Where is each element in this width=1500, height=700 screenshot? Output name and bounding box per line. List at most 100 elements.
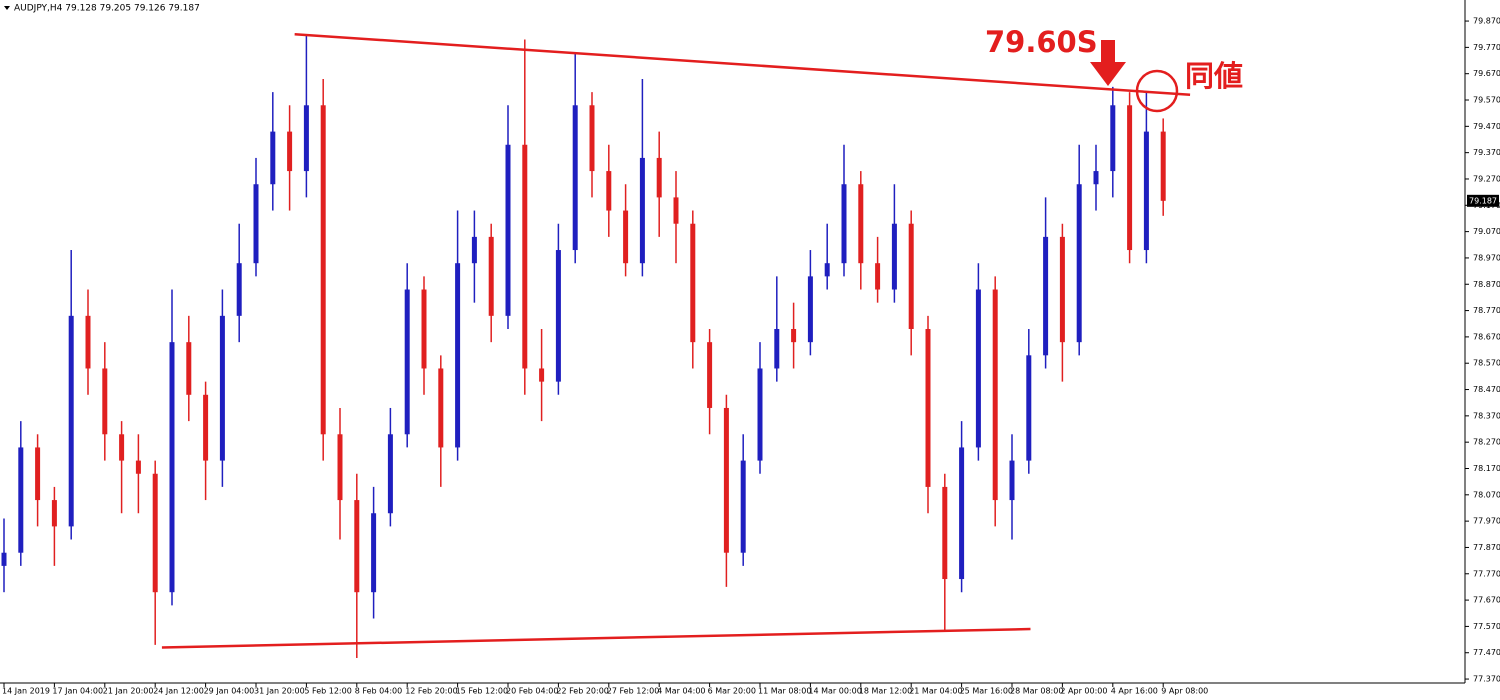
candle-body	[186, 342, 192, 395]
candle-body	[152, 473, 158, 593]
y-tick-label: 77.470	[1473, 648, 1500, 657]
x-tick-label: 9 Apr 08:00	[1161, 687, 1208, 696]
annotation-text: 79.60S	[985, 25, 1098, 59]
candle-body	[539, 368, 545, 382]
candle-body	[1093, 171, 1099, 185]
candle-body	[639, 157, 645, 264]
x-tick-label: 24 Jan 12:00	[153, 687, 204, 696]
x-tick-label: 14 Mar 00:00	[808, 687, 861, 696]
y-tick-label: 78.470	[1473, 385, 1500, 394]
candle-body	[471, 236, 477, 264]
x-tick-label: 4 Mar 04:00	[657, 687, 705, 696]
y-tick-label: 78.270	[1473, 438, 1500, 447]
x-tick-label: 5 Feb 12:00	[304, 687, 351, 696]
y-tick-label: 79.070	[1473, 227, 1500, 236]
candle-body	[18, 447, 24, 553]
y-tick-label: 79.270	[1473, 174, 1500, 183]
candle-body	[774, 328, 780, 369]
candle-body	[337, 434, 343, 501]
candle-body	[287, 131, 293, 172]
y-tick-label: 78.970	[1473, 253, 1500, 262]
candle-body	[169, 342, 175, 593]
x-tick-label: 11 Mar 08:00	[758, 687, 811, 696]
candle-body	[975, 289, 981, 448]
x-tick-label: 28 Mar 08:00	[1010, 687, 1063, 696]
price-label-bg	[1467, 194, 1499, 207]
candle-body	[371, 513, 377, 593]
y-tick-label: 78.770	[1473, 306, 1500, 315]
candle-body	[438, 368, 444, 448]
candle-body	[623, 210, 629, 264]
x-tick-label: 14 Jan 2019	[2, 687, 50, 696]
candle-body	[522, 144, 528, 369]
candle-body	[455, 263, 461, 448]
x-tick-label: 12 Feb 20:00	[405, 687, 457, 696]
candle-body	[421, 289, 427, 369]
y-tick-label: 77.570	[1473, 622, 1500, 631]
candle-body	[1143, 131, 1149, 251]
candle-body	[690, 223, 696, 343]
candle-body	[572, 105, 578, 251]
candle-body	[606, 171, 612, 211]
candle-body	[791, 328, 797, 343]
candle-body	[925, 328, 931, 487]
candle-body	[1026, 355, 1032, 461]
candle-body	[68, 315, 74, 527]
y-tick-label: 77.370	[1473, 675, 1500, 684]
candle-body	[757, 368, 763, 461]
y-tick-label: 78.670	[1473, 332, 1500, 341]
plot	[1, 34, 1166, 658]
annotation-text: 同値	[1185, 59, 1243, 93]
candle-body	[1110, 105, 1116, 172]
y-tick-label: 79.670	[1473, 69, 1500, 78]
candle-body	[942, 486, 948, 580]
candle-body	[1059, 236, 1065, 343]
candle-body	[320, 105, 326, 435]
y-tick-label: 77.970	[1473, 517, 1500, 526]
candle-body	[555, 250, 561, 382]
candle-body	[1127, 105, 1133, 251]
y-tick-label: 78.070	[1473, 490, 1500, 499]
candle-body	[891, 223, 897, 290]
x-tick-label: 4 Apr 16:00	[1111, 687, 1158, 696]
candle-body	[740, 460, 746, 553]
candle-body	[707, 342, 713, 408]
candle-body	[404, 289, 410, 435]
candle-body	[673, 197, 679, 224]
candle-body	[1, 552, 7, 566]
x-tick-label: 17 Jan 04:00	[52, 687, 103, 696]
y-tick-label: 77.670	[1473, 596, 1500, 605]
x-tick-label: 31 Jan 20:00	[254, 687, 305, 696]
y-tick-label: 78.170	[1473, 464, 1500, 473]
candle-body	[1009, 460, 1015, 501]
candle-body	[1160, 131, 1166, 201]
x-tick-label: 29 Jan 04:00	[204, 687, 255, 696]
menu-triangle	[4, 6, 10, 10]
candle-body	[236, 263, 242, 316]
x-tick-label: 21 Jan 20:00	[103, 687, 154, 696]
y-tick-label: 79.570	[1473, 96, 1500, 105]
x-tick-label: 15 Feb 12:00	[456, 687, 508, 696]
candle-body	[858, 184, 864, 264]
candle-body	[992, 289, 998, 501]
candle-body	[723, 407, 729, 553]
candle-body	[354, 500, 360, 593]
x-tick-label: 27 Feb 12:00	[607, 687, 659, 696]
candle-body	[303, 105, 309, 172]
y-tick-label: 79.870	[1473, 17, 1500, 26]
candle-body	[387, 434, 393, 514]
candle-body	[589, 105, 595, 172]
x-tick-label: 21 Mar 04:00	[909, 687, 962, 696]
candle-body	[488, 236, 494, 316]
candle-body	[51, 500, 57, 527]
trendline	[161, 627, 1031, 649]
y-tick-label: 77.770	[1473, 569, 1500, 578]
y-tick-label: 79.470	[1473, 122, 1500, 131]
x-tick-label: 2 Apr 00:00	[1060, 687, 1107, 696]
candle-body	[102, 368, 108, 435]
candle-body	[875, 263, 881, 290]
candle-body	[203, 394, 209, 461]
chart-header: AUDJPY,H4 79.128 79.205 79.126 79.187	[14, 4, 200, 14]
candle-body	[270, 131, 276, 185]
